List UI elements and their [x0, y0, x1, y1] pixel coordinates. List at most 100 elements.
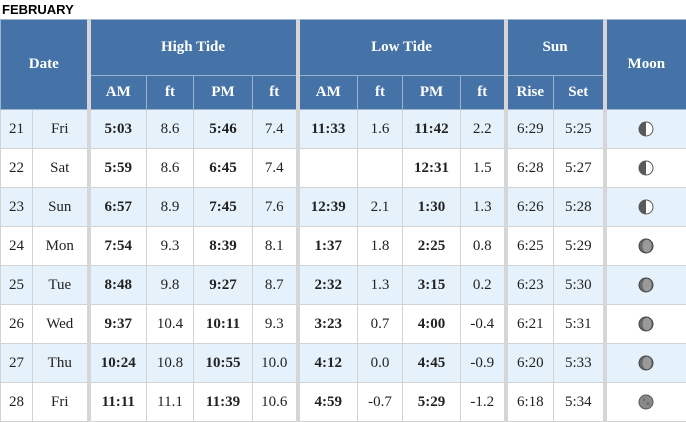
date-day-cell: 27 [1, 344, 33, 383]
high-tide-pm-height: 8.7 [253, 266, 298, 305]
high-tide-pm-height: 7.6 [253, 188, 298, 227]
moon-waxing-gibbous-icon [638, 277, 654, 293]
low-tide-am-time: 4:59 [298, 383, 358, 422]
sunset-time: 5:25 [554, 110, 605, 149]
date-day-cell: 21 [1, 110, 33, 149]
moon-waxing-gibbous-icon [638, 238, 654, 254]
high-tide-am-time: 5:03 [89, 110, 147, 149]
sunrise-time: 6:18 [506, 383, 554, 422]
moon-phase-cell [605, 188, 686, 227]
low-tide-am-time: 3:23 [298, 305, 358, 344]
low-tide-am-height: -0.7 [358, 383, 403, 422]
low-tide-pm-time: 2:25 [403, 227, 461, 266]
high-tide-pm-time: 8:39 [194, 227, 253, 266]
high-tide-am-height: 9.3 [147, 227, 194, 266]
sunrise-time: 6:29 [506, 110, 554, 149]
low-tide-am-time: 12:39 [298, 188, 358, 227]
high-pm-ft-header: ft [253, 76, 298, 110]
high-pm-header: PM [194, 76, 253, 110]
low-tide-am-height: 0.0 [358, 344, 403, 383]
weekday-cell: Tue [33, 266, 89, 305]
high-tide-pm-time: 6:45 [194, 149, 253, 188]
low-tide-am-time: 1:37 [298, 227, 358, 266]
moon-header: Moon [605, 20, 686, 110]
date-day-cell: 24 [1, 227, 33, 266]
moon-first-quarter-icon [638, 199, 654, 215]
high-tide-am-height: 8.6 [147, 110, 194, 149]
high-tide-pm-time: 5:46 [194, 110, 253, 149]
weekday-cell: Sun [33, 188, 89, 227]
moon-phase-cell [605, 383, 686, 422]
sunset-time: 5:30 [554, 266, 605, 305]
weekday-cell: Wed [33, 305, 89, 344]
moon-waxing-gibbous-icon [638, 316, 654, 332]
date-day-cell: 23 [1, 188, 33, 227]
low-tide-pm-time: 5:29 [403, 383, 461, 422]
weekday-cell: Fri [33, 383, 89, 422]
low-tide-am-time: 2:32 [298, 266, 358, 305]
low-tide-am-height: 0.7 [358, 305, 403, 344]
low-tide-pm-height: 0.2 [461, 266, 506, 305]
sunset-time: 5:28 [554, 188, 605, 227]
low-tide-pm-time: 3:15 [403, 266, 461, 305]
low-pm-header: PM [403, 76, 461, 110]
moon-first-quarter-icon [638, 121, 654, 137]
moon-phase-cell [605, 149, 686, 188]
sunrise-time: 6:21 [506, 305, 554, 344]
low-tide-pm-time: 4:45 [403, 344, 461, 383]
high-tide-pm-height: 10.6 [253, 383, 298, 422]
low-tide-am-time: 4:12 [298, 344, 358, 383]
low-tide-am-height: 1.8 [358, 227, 403, 266]
low-tide-pm-time: 11:42 [403, 110, 461, 149]
high-tide-pm-height: 9.3 [253, 305, 298, 344]
sunrise-time: 6:23 [506, 266, 554, 305]
high-tide-am-time: 9:37 [89, 305, 147, 344]
high-tide-am-height: 11.1 [147, 383, 194, 422]
high-tide-am-height: 8.6 [147, 149, 194, 188]
low-tide-pm-height: -0.9 [461, 344, 506, 383]
moon-phase-cell [605, 110, 686, 149]
low-tide-am-height: 1.6 [358, 110, 403, 149]
high-tide-am-height: 8.9 [147, 188, 194, 227]
high-tide-pm-time: 9:27 [194, 266, 253, 305]
low-tide-pm-height: -0.4 [461, 305, 506, 344]
date-day-cell: 25 [1, 266, 33, 305]
sunset-time: 5:29 [554, 227, 605, 266]
sunrise-time: 6:20 [506, 344, 554, 383]
low-tide-am-height: 1.3 [358, 266, 403, 305]
sunset-header: Set [554, 76, 605, 110]
moon-phase-cell [605, 227, 686, 266]
sunset-time: 5:27 [554, 149, 605, 188]
date-day-cell: 26 [1, 305, 33, 344]
high-tide-pm-height: 7.4 [253, 110, 298, 149]
low-tide-am-time: 11:33 [298, 110, 358, 149]
low-tide-header: Low Tide [298, 20, 506, 76]
moon-phase-cell [605, 305, 686, 344]
moon-waxing-gibbous-icon [638, 355, 654, 371]
date-day-cell: 28 [1, 383, 33, 422]
sunset-time: 5:31 [554, 305, 605, 344]
sunset-time: 5:33 [554, 344, 605, 383]
low-tide-pm-height: 0.8 [461, 227, 506, 266]
high-tide-pm-time: 7:45 [194, 188, 253, 227]
moon-phase-cell [605, 344, 686, 383]
high-am-header: AM [89, 76, 147, 110]
high-tide-am-time: 10:24 [89, 344, 147, 383]
date-day-cell: 22 [1, 149, 33, 188]
date-header: Date [1, 20, 89, 110]
high-tide-pm-height: 8.1 [253, 227, 298, 266]
low-tide-pm-time: 1:30 [403, 188, 461, 227]
weekday-cell: Mon [33, 227, 89, 266]
high-tide-pm-height: 10.0 [253, 344, 298, 383]
moon-full-icon [638, 394, 654, 410]
sun-header: Sun [506, 20, 605, 76]
low-tide-am-height: 2.1 [358, 188, 403, 227]
low-tide-pm-time: 12:31 [403, 149, 461, 188]
low-tide-am-height [358, 149, 403, 188]
